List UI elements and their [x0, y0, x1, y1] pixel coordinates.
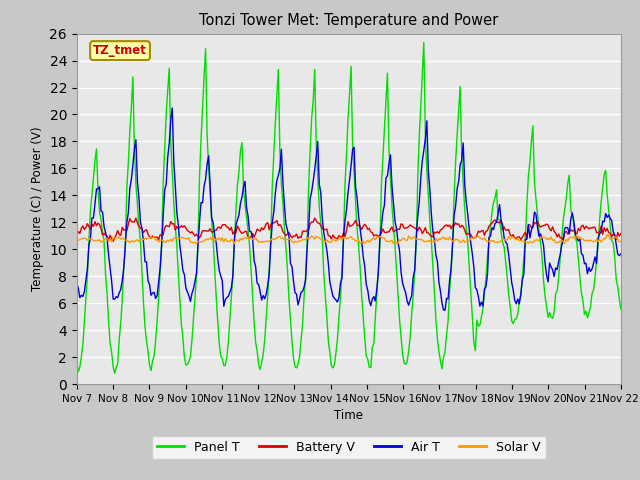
Panel T [111, 371, 118, 376]
Solar V [312, 234, 320, 240]
Line: Panel T: Panel T [77, 42, 621, 373]
Solar V [255, 239, 262, 245]
Battery V [109, 239, 117, 244]
Panel T [617, 306, 625, 312]
Solar V [604, 232, 611, 238]
Legend: Panel T, Battery V, Air T, Solar V: Panel T, Battery V, Air T, Solar V [152, 436, 546, 459]
Battery V [143, 227, 150, 233]
Solar V [588, 239, 596, 244]
Solar V [237, 236, 244, 241]
X-axis label: Time: Time [334, 409, 364, 422]
Solar V [73, 237, 81, 243]
Battery V [238, 230, 246, 236]
Panel T [312, 142, 320, 147]
Panel T [237, 148, 244, 154]
Battery V [132, 215, 140, 221]
Air T [312, 154, 320, 159]
Panel T [141, 324, 149, 330]
Title: Tonzi Tower Met: Temperature and Power: Tonzi Tower Met: Temperature and Power [199, 13, 499, 28]
Line: Battery V: Battery V [77, 218, 621, 241]
Air T [617, 251, 625, 257]
Battery V [617, 231, 625, 237]
Air T [73, 281, 81, 287]
Y-axis label: Temperature (C) / Power (V): Temperature (C) / Power (V) [31, 127, 44, 291]
Air T [441, 307, 449, 313]
Solar V [617, 239, 625, 244]
Panel T [73, 360, 81, 366]
Line: Solar V: Solar V [77, 235, 621, 244]
Text: TZ_tmet: TZ_tmet [93, 44, 147, 57]
Panel T [589, 287, 597, 293]
Battery V [589, 224, 597, 230]
Line: Air T: Air T [77, 108, 621, 310]
Panel T [255, 362, 262, 368]
Panel T [264, 292, 271, 298]
Battery V [314, 220, 321, 226]
Solar V [264, 238, 271, 244]
Battery V [73, 233, 81, 239]
Air T [255, 282, 262, 288]
Air T [589, 261, 597, 266]
Air T [140, 239, 147, 245]
Solar V [140, 237, 147, 242]
Battery V [256, 228, 264, 234]
Air T [264, 282, 271, 288]
Battery V [266, 227, 273, 233]
Solar V [230, 241, 238, 247]
Air T [237, 201, 244, 206]
Air T [168, 105, 176, 111]
Panel T [420, 39, 428, 45]
